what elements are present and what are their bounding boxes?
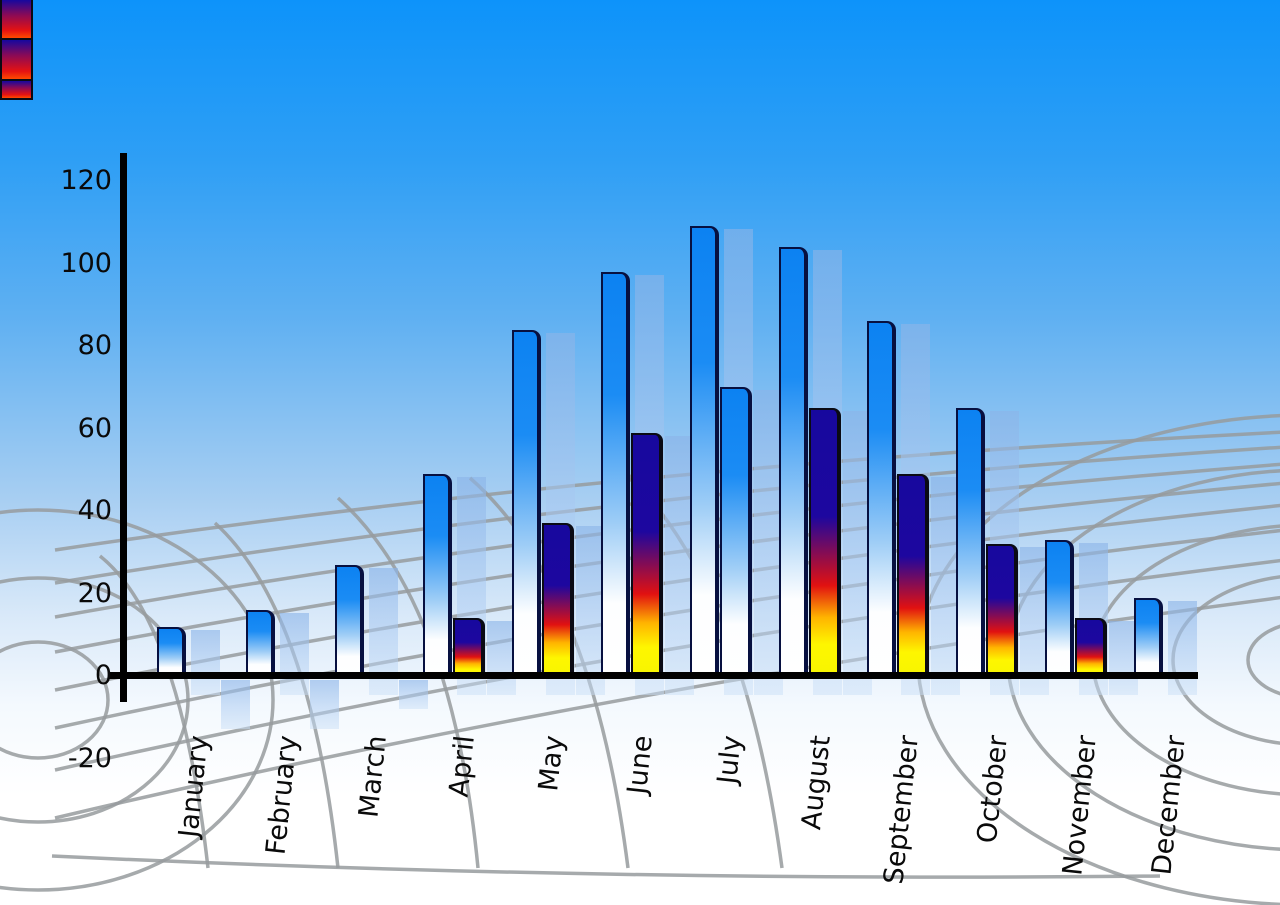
y-tick-label-0: 0	[94, 660, 112, 691]
bar-march-primary	[335, 564, 364, 676]
bar-may-primary	[512, 329, 541, 676]
bar-april-primary	[423, 473, 452, 676]
bar-january-secondary-shadow	[221, 680, 250, 730]
bar-march-secondary-shadow	[399, 680, 428, 709]
x-axis-baseline	[108, 672, 1198, 679]
bar-june-secondary	[631, 432, 663, 676]
bar-january-secondary	[0, 0, 33, 41]
bar-february-primary-shadow	[280, 613, 309, 695]
bar-july-secondary-shadow	[754, 390, 783, 695]
y-tick-label-60: 60	[77, 412, 112, 444]
bar-january-primary-shadow	[191, 629, 220, 695]
bar-november-secondary-shadow	[1109, 621, 1138, 695]
bar-april-secondary	[453, 618, 485, 676]
bar-september-primary	[867, 321, 896, 676]
bars-layer	[0, 0, 1280, 730]
bar-december-primary-shadow	[1168, 600, 1197, 695]
y-tick-label-80: 80	[77, 330, 112, 361]
bar-january-primary	[157, 626, 186, 676]
y-tick-label--20: -20	[67, 742, 112, 774]
x-label-april: April	[443, 734, 481, 799]
y-tick-label-120: 120	[60, 165, 112, 196]
bar-october-secondary	[986, 544, 1018, 676]
bar-july-primary	[690, 226, 719, 676]
bar-march-secondary	[0, 80, 33, 101]
bar-february-secondary-shadow	[310, 680, 339, 730]
bar-february-secondary	[0, 40, 33, 81]
y-tick-label-100: 100	[60, 247, 112, 279]
bar-june-secondary-shadow	[665, 435, 694, 695]
bar-october-primary	[956, 407, 985, 676]
bar-july-secondary	[720, 387, 752, 676]
y-tick-label-20: 20	[77, 577, 112, 609]
x-label-july: July	[711, 734, 748, 786]
bar-april-secondary-shadow	[487, 621, 516, 695]
bar-june-primary	[601, 271, 630, 676]
x-label-may: May	[533, 734, 570, 793]
bar-august-secondary	[809, 407, 841, 676]
bar-may-secondary-shadow	[576, 526, 605, 695]
bar-november-primary	[1045, 539, 1074, 676]
bar-october-secondary-shadow	[1020, 547, 1049, 695]
bar-november-secondary	[1075, 618, 1107, 676]
bar-december-primary	[1134, 597, 1163, 676]
y-axis-line	[120, 153, 127, 702]
y-tick-label-40: 40	[77, 495, 112, 526]
bar-may-secondary	[542, 523, 574, 676]
x-label-june: June	[621, 734, 659, 796]
bar-february-primary	[246, 610, 275, 676]
bar-september-secondary-shadow	[931, 476, 960, 695]
bar-september-secondary	[897, 473, 929, 676]
bar-august-primary	[779, 247, 808, 676]
